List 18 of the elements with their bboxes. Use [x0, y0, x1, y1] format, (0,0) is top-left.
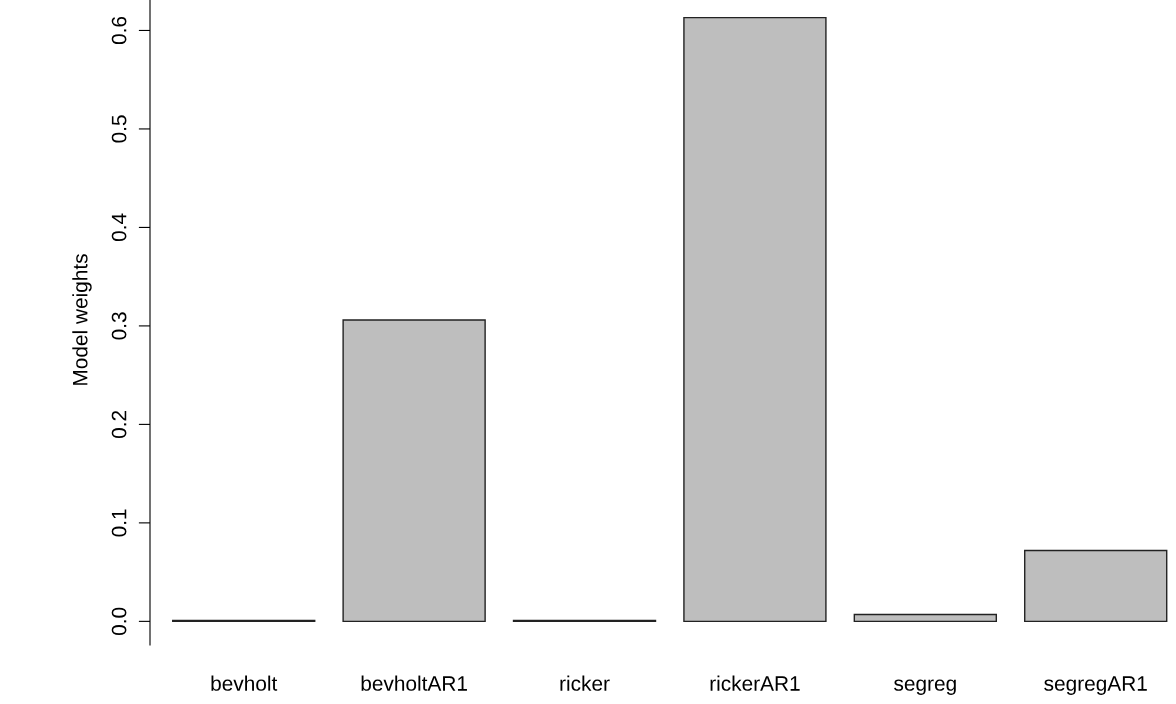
y-tick-label: 0.6: [111, 16, 127, 45]
y-tick-label: 0.3: [111, 312, 127, 340]
x-tick-label: rickerAR1: [710, 675, 800, 691]
y-axis-title: Model weights: [72, 254, 92, 385]
x-tick-label: bevholtAR1: [361, 675, 467, 691]
y-tick-label: 0.5: [111, 115, 127, 143]
y-tick-label: 0.2: [111, 410, 127, 439]
x-tick-label: segregAR1: [1044, 676, 1147, 695]
bar: [853, 613, 998, 623]
x-tick-label: ricker: [560, 675, 610, 691]
bar: [683, 16, 827, 623]
bar: [1024, 549, 1168, 623]
y-tick-label: 0.0: [111, 607, 127, 636]
y-tick-label: 0.4: [111, 213, 127, 242]
x-tick-label: bevholt: [211, 675, 278, 691]
y-tick-label: 0.1: [111, 509, 127, 537]
bar: [342, 319, 486, 623]
x-tick-label: segreg: [894, 679, 956, 695]
